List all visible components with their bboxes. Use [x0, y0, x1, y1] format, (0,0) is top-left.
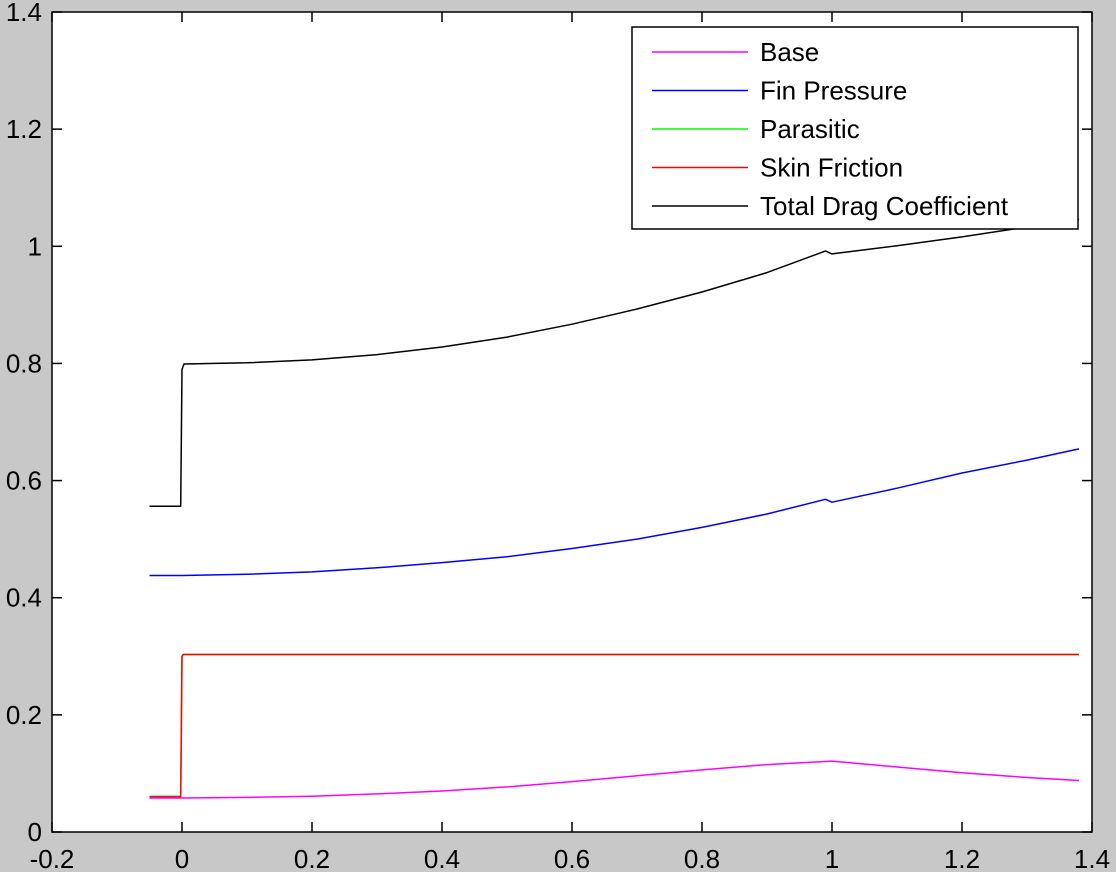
legend-label: Base — [760, 37, 819, 67]
series-line-total-drag-coefficient — [149, 218, 1080, 508]
y-tick-label: 1.4 — [6, 0, 42, 27]
x-tick-label: -0.2 — [30, 844, 75, 872]
y-tick-label: 0.8 — [6, 348, 42, 378]
legend-box — [631, 26, 1079, 230]
x-tick-label: 0.4 — [424, 844, 460, 872]
series-line-base — [149, 760, 1080, 799]
series-line-skin-friction — [149, 653, 1079, 798]
legend-label: Fin Pressure — [760, 76, 907, 106]
y-tick-label: 0 — [28, 817, 42, 847]
legend-label: Skin Friction — [760, 153, 903, 183]
y-tick-label: 0.4 — [6, 583, 42, 613]
y-tick-label: 1.2 — [6, 114, 42, 144]
x-tick-label: 1 — [825, 844, 839, 872]
x-tick-label: 1.2 — [944, 844, 980, 872]
x-tick-label: 0.2 — [294, 844, 330, 872]
y-tick-label: 1 — [28, 231, 42, 261]
x-tick-label: 0.6 — [554, 844, 590, 872]
y-tick-label: 0.2 — [6, 700, 42, 730]
series-line-fin-pressure — [149, 448, 1080, 577]
x-tick-label: 1.4 — [1074, 844, 1110, 872]
y-tick-label: 0.6 — [6, 466, 42, 496]
series-layer — [149, 218, 1080, 799]
legend-label: Parasitic — [760, 114, 860, 144]
legend-label: Total Drag Coefficient — [760, 191, 1009, 221]
axis-ticks: -0.2 0 0.2 0.4 0.6 0.8 1 1.2 1.400.20.40.60.811.… — [6, 0, 1110, 872]
legend: Base Fin Pressure Parasitic Skin Friction To… — [631, 26, 1079, 230]
x-tick-label: 0.8 — [684, 844, 720, 872]
x-tick-label: 0 — [175, 844, 189, 872]
